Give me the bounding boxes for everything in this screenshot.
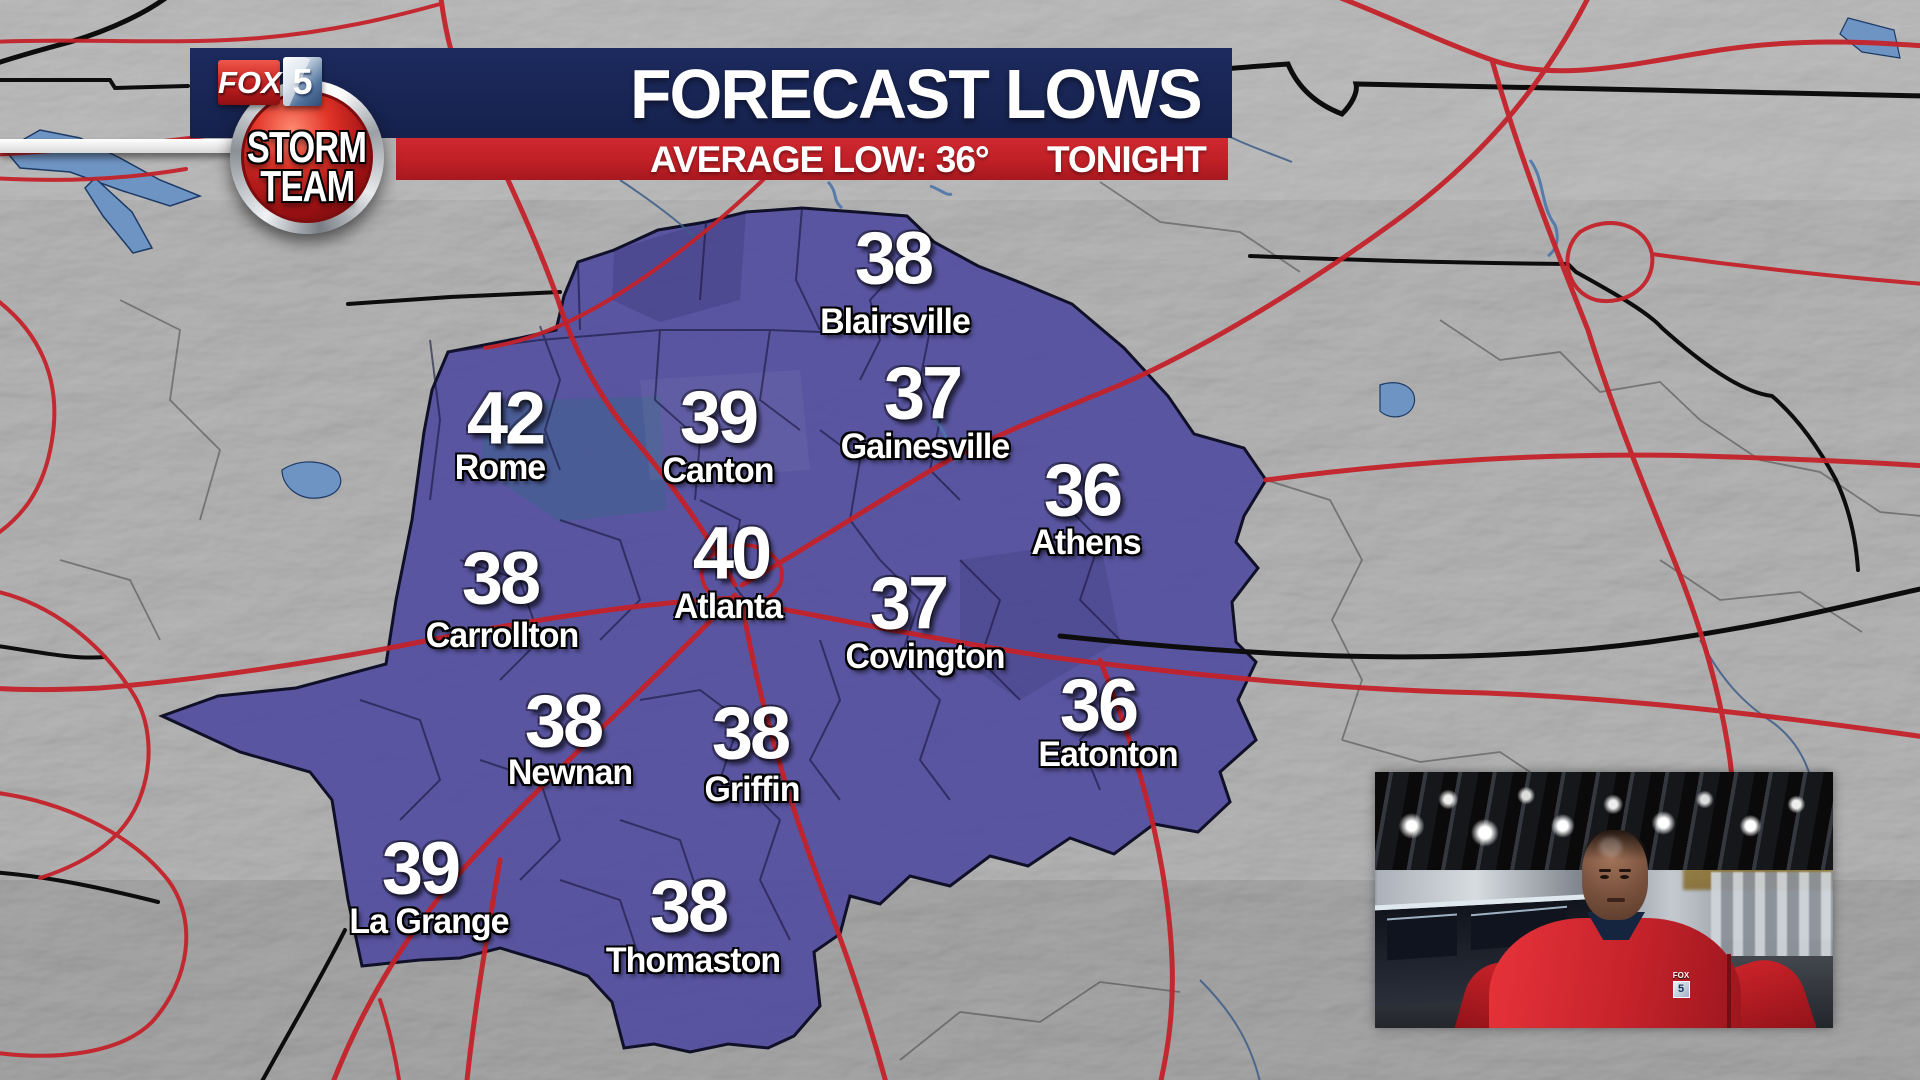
presenter-mouth (1607, 898, 1626, 903)
city-name-eatonton: Eatonton (1038, 735, 1178, 774)
badge-red-sphere (241, 91, 373, 223)
city-temp-covington: 37 (869, 561, 949, 645)
city-temp-newnan: 38 (524, 679, 604, 763)
presenter-video-inset: FOX 5 (1375, 772, 1833, 1028)
city-temp-carrollton: 38 (461, 536, 541, 620)
presenter-eye (1600, 875, 1610, 879)
subheader-bar: AVERAGE LOW: 36° TONIGHT (396, 138, 1228, 180)
storm-label: STORM (247, 123, 367, 173)
city-name-canton: Canton (662, 451, 774, 490)
city-temp-thomaston: 38 (649, 864, 729, 948)
city-temp-griffin: 38 (711, 691, 791, 775)
city-temp-atlanta: 40 (692, 511, 772, 595)
presenter-eye (1620, 875, 1630, 879)
presenter-brow (1618, 868, 1631, 872)
city-name-thomaston: Thomaston (605, 941, 781, 980)
jacket-fox5-patch: FOX 5 (1667, 971, 1695, 998)
city-temp-athens: 36 (1043, 448, 1123, 532)
patch-fox-text: FOX (1672, 971, 1690, 980)
channel-5-logo: 5 (283, 57, 322, 106)
fox-network-logo: FOX (218, 60, 282, 105)
city-name-blairsville: Blairsville (820, 302, 971, 341)
city-temp-eatonton: 36 (1059, 663, 1139, 747)
city-temp-gainesville: 37 (883, 351, 963, 435)
header-bar: FORECAST LOWS (190, 48, 1232, 138)
patch-5-box: 5 (1672, 981, 1690, 998)
storm-team-text: STORM TEAM (230, 80, 384, 234)
city-temp-blairsville: 38 (854, 216, 934, 300)
desk-monitor (1387, 913, 1457, 961)
team-label: TEAM (259, 162, 355, 211)
city-name-la-grange: La Grange (349, 902, 509, 941)
city-name-rome: Rome (454, 448, 546, 487)
city-temp-rome: 42 (466, 376, 546, 460)
page-title: FORECAST LOWS (630, 55, 1203, 133)
city-name-covington: Covington (845, 637, 1005, 676)
timeframe-text: TONIGHT (1047, 139, 1207, 180)
city-temp-la-grange: 39 (381, 826, 461, 910)
jacket-zipper (1727, 954, 1731, 1028)
city-name-athens: Athens (1031, 523, 1141, 562)
city-name-gainesville: Gainesville (840, 427, 1011, 466)
storm-team-badge: STORM TEAM (230, 80, 384, 234)
presenter-brow (1599, 868, 1612, 872)
city-name-carrollton: Carrollton (425, 616, 579, 655)
city-name-newnan: Newnan (507, 753, 633, 792)
presenter-head (1582, 830, 1648, 920)
city-name-griffin: Griffin (704, 770, 800, 809)
city-temp-canton: 39 (679, 375, 759, 459)
forecast-region (158, 206, 1268, 1054)
average-low-text: AVERAGE LOW: 36° (650, 139, 990, 180)
city-name-atlanta: Atlanta (673, 587, 783, 626)
